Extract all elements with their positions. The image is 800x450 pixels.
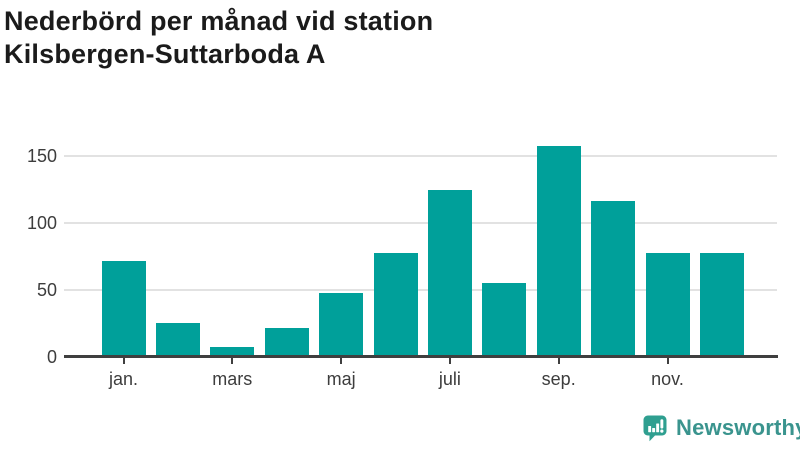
x-axis-tick-label: jan.	[108, 369, 139, 389]
bar-apr	[264, 328, 309, 355]
x-axis-tick-label: mars	[212, 369, 253, 389]
chart-title: Nederbörd per månad vid station Kilsberg…	[4, 5, 433, 71]
x-axis-tick	[340, 358, 343, 364]
bar-jan	[101, 261, 146, 355]
bar-mars	[210, 346, 255, 355]
bar-aug	[482, 282, 527, 355]
gridline-150	[64, 154, 777, 157]
gridline-100	[64, 221, 777, 224]
newsworthy-logo-text: Newsworthy	[676, 415, 800, 440]
x-axis-tick-label: maj	[326, 369, 356, 389]
x-axis-tick	[448, 358, 451, 364]
x-axis-tick	[557, 358, 560, 364]
bar-nov	[645, 253, 690, 355]
y-axis-tick-label: 0	[46, 346, 57, 367]
bar-dec	[699, 253, 744, 355]
bar-sep	[536, 145, 581, 355]
x-axis-tick-label: sep.	[541, 369, 576, 389]
bar-juni	[373, 253, 418, 355]
newsworthy-logo-icon	[643, 415, 667, 442]
x-axis-tick-label: juli	[438, 369, 461, 389]
x-axis-tick	[231, 358, 234, 364]
bar-okt	[591, 200, 636, 355]
y-axis-tick-label: 150	[26, 145, 57, 166]
chart-title-line1: Nederbörd per månad vid station	[4, 6, 434, 36]
bar-juli	[427, 190, 472, 355]
bar-feb	[155, 322, 200, 355]
y-axis-tick-label: 50	[36, 279, 57, 300]
chart-title-line2: Kilsbergen-Suttarboda A	[4, 39, 326, 69]
gridline-50	[64, 288, 777, 291]
newsworthy-branding: Newsworthy	[641, 414, 800, 442]
x-axis-line	[64, 355, 778, 358]
y-axis-tick-label: 100	[26, 212, 57, 233]
x-axis-tick-label: nov.	[651, 369, 684, 389]
x-axis-tick	[122, 358, 125, 364]
bar-maj	[319, 293, 364, 355]
x-axis-tick	[666, 358, 669, 364]
